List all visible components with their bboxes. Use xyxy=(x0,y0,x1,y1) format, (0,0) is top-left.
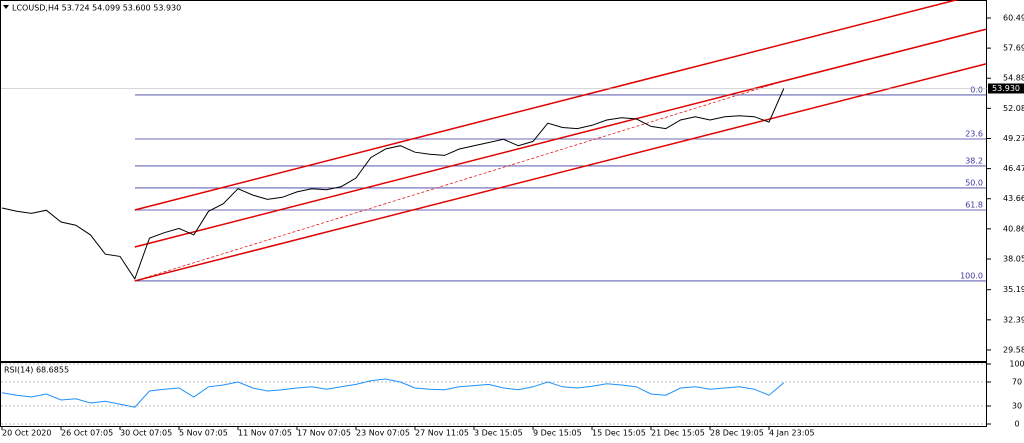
x-tick-label: 17 Nov 07:05 xyxy=(297,429,351,438)
y-tick-label: 30 xyxy=(1012,402,1022,411)
x-tick-label: 23 Nov 07:05 xyxy=(356,429,410,438)
y-tick-label: 40.860 xyxy=(1003,224,1024,233)
y-tick-label: 38.055 xyxy=(1003,254,1024,263)
x-tick-label: 5 Nov 07:05 xyxy=(179,429,228,438)
price-line xyxy=(1,88,785,281)
x-tick-label: 21 Dec 15:05 xyxy=(651,429,705,438)
current-price-box xyxy=(988,83,1024,94)
x-tick-label: 3 Dec 15:05 xyxy=(474,429,523,438)
y-tick-label: 32.390 xyxy=(1003,315,1024,324)
x-tick-label: 15 Dec 15:05 xyxy=(592,429,646,438)
x-tick-label: 4 Jan 23:05 xyxy=(769,429,815,438)
x-tick-label: 26 Oct 07:05 xyxy=(61,429,113,438)
y-tick-label: 57.690 xyxy=(1003,44,1024,53)
y-tick-label: 35.195 xyxy=(1003,285,1024,294)
y-tick-label: 60.495 xyxy=(1003,13,1024,22)
x-tick-label: 9 Dec 15:05 xyxy=(533,429,582,438)
rsi-panel-border xyxy=(0,362,987,427)
channel-line xyxy=(134,0,960,211)
y-tick-label: 100 xyxy=(1009,360,1024,369)
current-price-label: 53.930 xyxy=(992,84,1020,93)
y-tick-label: 0 xyxy=(1014,420,1019,429)
x-tick-label: 20 Oct 2020 xyxy=(2,429,51,438)
fib-label: 0.0 xyxy=(970,85,983,94)
y-tick-label: 43.665 xyxy=(1003,194,1024,203)
channel-line xyxy=(134,28,987,248)
chart-title: LCOUSD,H4 53.724 54.099 53.600 53.930 xyxy=(12,4,181,13)
y-tick-label: 70 xyxy=(1012,378,1022,387)
y-tick-label: 54.885 xyxy=(1003,74,1024,83)
y-tick-label: 46.470 xyxy=(1003,164,1024,173)
x-tick-label: 27 Nov 11:05 xyxy=(415,429,469,438)
menu-arrow[interactable] xyxy=(3,5,9,9)
main-panel-border xyxy=(0,0,987,362)
channel-line xyxy=(134,63,987,282)
fib-label: 100.0 xyxy=(960,271,983,280)
fib-label: 61.8 xyxy=(965,200,983,209)
y-tick-label: 49.275 xyxy=(1003,134,1024,143)
channel-midline xyxy=(134,80,784,282)
x-tick-label: 28 Dec 19:05 xyxy=(710,429,764,438)
fib-label: 38.2 xyxy=(965,156,983,165)
rsi-title: RSI(14) 68.6855 xyxy=(4,366,69,375)
y-tick-label: 52.080 xyxy=(1003,104,1024,113)
fib-label: 50.0 xyxy=(965,178,983,187)
y-tick-label: 29.585 xyxy=(1003,345,1024,354)
x-tick-label: 11 Nov 07:05 xyxy=(238,429,292,438)
rsi-line xyxy=(1,378,785,408)
x-tick-label: 30 Oct 07:05 xyxy=(120,429,172,438)
fib-label: 23.6 xyxy=(965,129,983,138)
